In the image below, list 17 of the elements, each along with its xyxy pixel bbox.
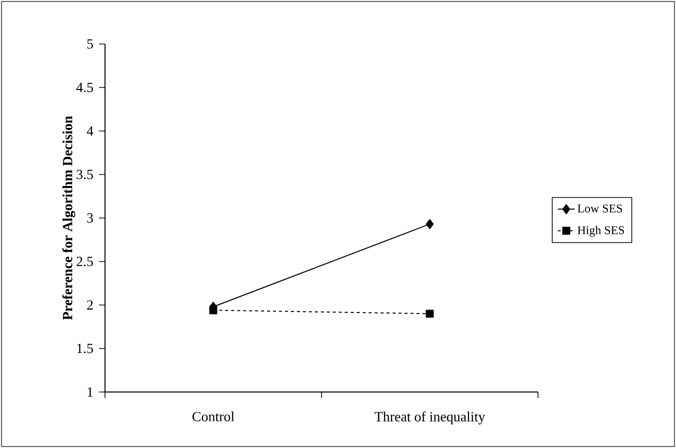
legend-label: Low SES — [578, 204, 622, 213]
x-tick-label: Control — [192, 411, 234, 422]
y-tick-label: 3.5 — [76, 170, 93, 180]
y-tick-label: 2.5 — [76, 256, 93, 266]
point — [209, 306, 218, 314]
y-tick-label: 4 — [86, 126, 94, 136]
y-tick-label: 1 — [88, 387, 93, 397]
point — [426, 219, 434, 230]
y-tick-label: 5 — [87, 39, 93, 49]
y-tick-label: 3 — [87, 213, 93, 223]
x-tick-label: Threat of inequality — [374, 412, 486, 424]
point — [426, 310, 434, 318]
y-tick-label: 1.5 — [77, 344, 93, 354]
y-axis-title: Preference for Algorithm Decision — [62, 116, 76, 320]
legend-label: High SES — [578, 226, 624, 237]
y-tick-label: 2 — [87, 300, 93, 310]
y-tick-label: 4.5 — [76, 82, 93, 92]
